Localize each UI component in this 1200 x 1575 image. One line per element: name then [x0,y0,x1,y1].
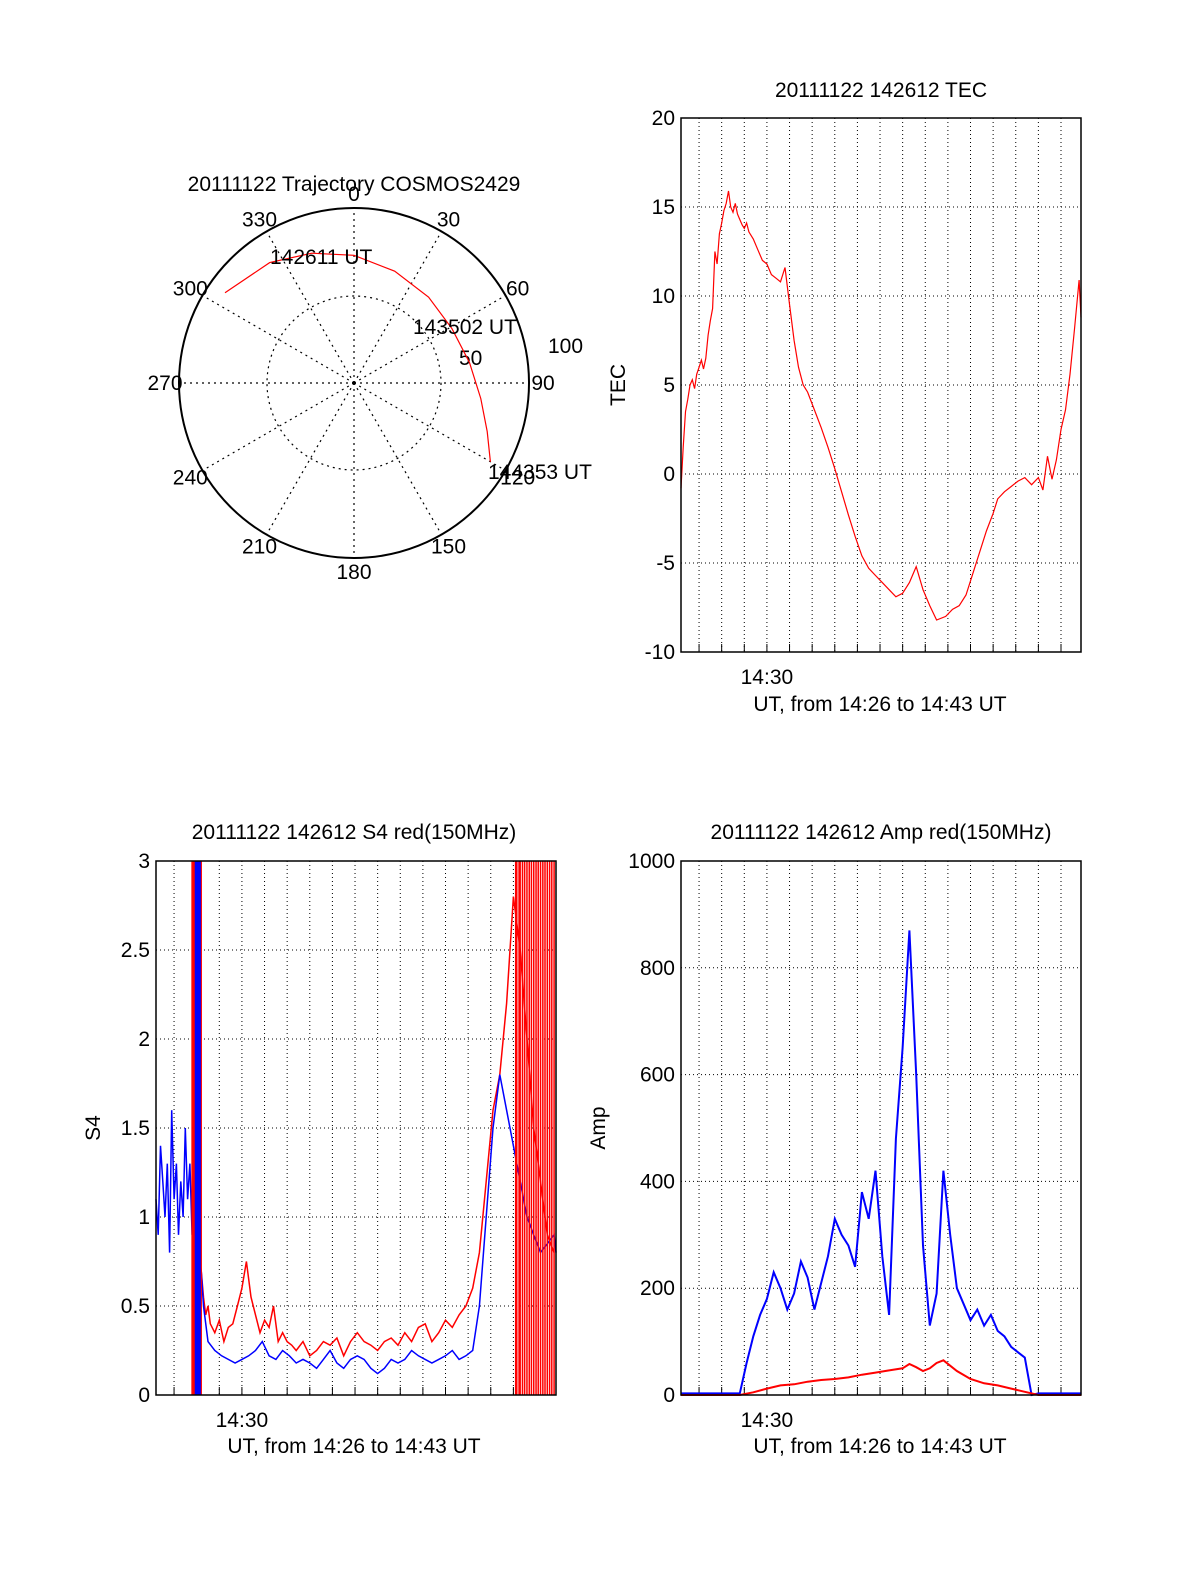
amp-series [681,930,1081,1397]
azimuth-label-330: 330 [242,208,277,231]
azimuth-label-150: 150 [431,536,466,559]
series-line-red [681,1359,1081,1396]
azimuth-label-0: 0 [348,183,360,206]
amp-grid [681,860,1081,1396]
series-line-blue [681,930,1081,1397]
s4-ticks: 0 0.5 1 1.5 2 2.5 3 14:30 [121,850,537,1432]
y-tick-label: 3 [138,850,150,873]
y-tick-label: 0 [663,1384,675,1407]
y-tick-label: 200 [640,1277,675,1300]
y-tick-label: -5 [656,552,675,575]
azimuth-labels: 0 30 60 90 120 150 180 210 240 270 300 330 [147,183,554,584]
azimuth-label-210: 210 [242,536,277,559]
polar-grid [179,208,529,558]
s4-grid [156,860,556,1396]
spoke-60 [353,294,506,384]
azimuth-label-270: 270 [147,372,182,395]
spoke-240 [202,382,355,472]
spoke-30 [353,231,443,384]
satellite-track [224,252,491,462]
amp-ylabel: Amp [587,1106,610,1149]
y-tick-label: 800 [640,957,675,980]
azimuth-label-90: 90 [531,372,554,395]
amp-xlabel: UT, from 14:26 to 14:43 UT [753,1435,1006,1458]
x-tick-label: 14:30 [741,1409,794,1432]
annotation-mid-time: 143502 UT [413,316,517,339]
tec-xlabel: UT, from 14:26 to 14:43 UT [753,693,1006,716]
y-tick-label: 0 [138,1384,150,1407]
azimuth-label-180: 180 [336,561,371,584]
azimuth-label-240: 240 [173,467,208,490]
y-tick-label: 2 [138,1028,150,1051]
annotation-start-time: 142611 UT [270,246,373,269]
azimuth-label-30: 30 [437,208,460,231]
trajectory-polar-panel: 20111122 Trajectory COSMOS2429 0 30 60 90 12… [147,173,592,584]
y-tick-label: 0 [663,463,675,486]
tec-chart-panel: 20111122 142612 TEC -10 -5 0 5 10 15 20 14:30 T… [607,79,1082,716]
y-tick-label: -10 [645,641,675,664]
tec-series [680,190,1082,621]
spoke-210 [265,382,355,535]
y-tick-label: 600 [640,1064,675,1087]
radial-label-100: 100 [548,335,583,358]
spoke-120 [353,382,506,472]
spoke-300 [202,294,355,384]
y-tick-label: 0.5 [121,1295,150,1318]
y-tick-label: 1.5 [121,1117,150,1140]
tec-grid [681,117,1081,653]
tec-plot-frame [680,117,1082,653]
series-line-red [200,896,555,1358]
y-tick-label: 20 [652,107,675,130]
y-tick-label: 5 [663,374,675,397]
s4-series [155,861,557,1395]
y-tick-label: 15 [652,196,675,219]
spoke-330 [265,231,355,384]
s4-title: 20111122 142612 S4 red(150MHz) [192,821,517,844]
s4-plot-frame [155,860,557,1396]
y-tick-label: 2.5 [121,939,150,962]
y-tick-label: 400 [640,1170,675,1193]
amp-title: 20111122 142612 Amp red(150MHz) [711,821,1052,844]
polar-outer-ring [178,207,530,559]
amp-ticks: 0 200 400 600 800 1000 14:30 [628,850,1062,1432]
x-tick-label: 14:30 [741,666,794,689]
spoke-150 [353,382,443,535]
polar-inner-ring [266,295,442,471]
series-line-blue [155,1074,557,1375]
y-tick-label: 1 [138,1206,150,1229]
azimuth-label-120: 120 [500,467,535,490]
amp-plot-frame [680,860,1082,1396]
s4-ylabel: S4 [82,1115,105,1141]
y-tick-label: 1000 [628,850,675,873]
tec-ticks: -10 -5 0 5 10 15 20 14:30 [645,107,1062,689]
s4-xlabel: UT, from 14:26 to 14:43 UT [227,1435,480,1458]
tec-title: 20111122 142612 TEC [775,79,987,102]
s4-chart-panel: 20111122 142612 S4 red(150MHz) 0 0.5 1 1.5 2… [82,821,557,1458]
polar-title: 20111122 Trajectory COSMOS2429 [188,173,521,196]
series-line-red [680,190,1082,621]
azimuth-label-300: 300 [173,278,208,301]
amp-chart-panel: 20111122 142612 Amp red(150MHz) 0 200 400 6… [587,821,1082,1458]
y-tick-label: 10 [652,285,675,308]
x-tick-label: 14:30 [216,1409,269,1432]
annotation-end-time: 144353 UT [488,461,592,484]
tec-ylabel: TEC [607,364,630,406]
azimuth-label-60: 60 [506,278,529,301]
